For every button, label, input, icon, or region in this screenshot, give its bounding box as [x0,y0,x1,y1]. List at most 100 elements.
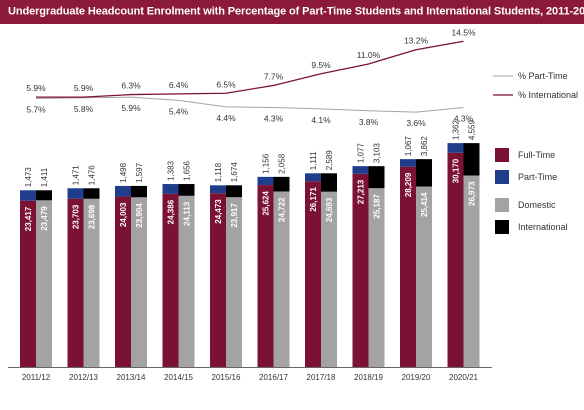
bar-full-time [162,193,179,367]
bar-part-time [400,159,416,167]
bar-international [463,143,480,176]
bar-domestic [416,186,432,367]
x-tick-label: 2018/19 [354,373,383,382]
bar-domestic [368,188,385,367]
legend-bar-swatch [495,220,509,234]
bar-international-label: 1,411 [40,167,49,187]
bar-international-label: 1,597 [135,162,144,183]
bar-domestic-label: 26,973 [468,181,477,206]
bar-part-time-label: 1,077 [357,143,366,164]
chart-title-text: Undergraduate Headcount Enrolment with P… [8,5,584,18]
bar-international [178,184,195,196]
chart-title: Undergraduate Headcount Enrolment with P… [8,5,584,18]
x-tick-label: 2019/20 [402,373,431,382]
x-tick-label: 2014/15 [164,373,193,382]
bar-part-time [447,143,464,153]
bar-international-label: 4,559 [468,120,477,141]
legend-bar-swatch [495,148,509,162]
bar-part-time-label: 1,383 [167,160,176,181]
bar-international [226,185,242,198]
bar-international [321,173,337,192]
bar-domestic-label: 23,479 [40,206,49,231]
pct-international-label: 13.2% [404,36,429,46]
bar-international-label: 3,103 [373,143,382,164]
bar-part-time [115,185,131,197]
bar-full-time-label: 30,170 [452,158,461,183]
x-tick-label: 2017/18 [307,373,336,382]
legend-bar-label: International [518,222,568,232]
bar-part-time [67,188,84,199]
bar-full-time [115,196,131,367]
bar-full-time-label: 25,624 [262,191,271,216]
bar-domestic-label: 23,917 [230,203,239,228]
bar-domestic-label: 23,698 [88,204,97,229]
pct-part-time-label: 5.4% [169,106,189,116]
pct-part-time-label: 3.8% [359,117,379,127]
bar-full-time [257,185,274,367]
bar-part-time-label: 1,473 [24,167,33,188]
pct-part-time-label: 4.1% [311,115,331,125]
bar-full-time [352,173,369,367]
bar-full-time [20,200,36,367]
bar-domestic-label: 24,113 [183,201,192,226]
pct-part-time-label: 5.8% [74,104,94,114]
bar-part-time [20,190,36,201]
x-tick-label: 2013/14 [117,373,146,382]
bar-international-label: 2,058 [278,153,287,174]
pct-international-label: 11.0% [357,50,381,60]
x-tick-label: 2020/21 [449,373,478,382]
pct-international-label: 9.5% [311,60,331,70]
x-tick-label: 2011/12 [22,373,51,382]
pct-international-label: 7.7% [264,71,284,81]
bar-international-label: 2,589 [325,150,334,171]
bar-domestic [83,198,100,367]
bar-international [416,159,432,187]
bar-part-time [352,166,369,174]
bar-part-time-label: 1,498 [119,162,128,183]
pct-part-time-label: 5.7% [26,104,46,114]
bar-international-label: 1,674 [230,162,239,183]
bar-full-time-label: 27,213 [357,179,366,204]
bar-domestic-label: 24,693 [325,197,334,222]
line-pct-international [36,40,464,98]
bar-full-time-label: 28,209 [404,172,413,197]
bar-part-time-label: 1,118 [214,162,223,182]
bar-full-time-label: 26,171 [309,187,318,212]
bar-full-time [210,193,226,367]
pct-international-label: 5.9% [26,83,46,93]
bar-full-time-label: 23,417 [24,206,33,231]
bar-international [273,176,290,192]
legend-bar-swatch [495,170,509,184]
bar-full-time-label: 24,386 [167,199,176,224]
bar-domestic [463,175,480,367]
chart-title-bar: Undergraduate Headcount Enrolment with P… [0,0,584,24]
bar-full-time [67,198,84,367]
bar-full-time-label: 24,473 [214,199,223,224]
pct-part-time-label: 4.3% [454,114,474,124]
pct-part-time-label: 4.3% [264,114,284,124]
pct-part-time-label: 3.6% [406,118,426,128]
enrolment-chart: 23,417 23,479 1,473 1,411 2011/12 23,703 23,69… [8,27,578,382]
bar-part-time [162,184,179,194]
bar-international [36,190,52,201]
legend-line-label: % International [518,90,578,100]
bar-international [83,188,100,199]
bar-part-time [305,173,321,182]
bar-domestic-label: 25,187 [373,194,382,219]
bar-full-time-label: 24,003 [119,202,128,227]
legend-line-label: % Part-Time [518,71,568,81]
legend-bar-label: Domestic [518,200,556,210]
bar-full-time [305,181,321,367]
bar-full-time [400,166,416,367]
bar-international-label: 3,862 [420,136,429,157]
bar-part-time [210,185,226,194]
bar-domestic [131,197,147,367]
bar-domestic [178,195,195,367]
pct-international-label: 6.4% [169,80,189,90]
bar-part-time-label: 1,362 [452,120,461,141]
pct-international-label: 14.5% [451,27,476,37]
bar-international-label: 1,656 [183,160,192,181]
bar-international [368,166,385,189]
bar-full-time [447,152,464,367]
bar-international-label: 1,476 [88,165,97,186]
